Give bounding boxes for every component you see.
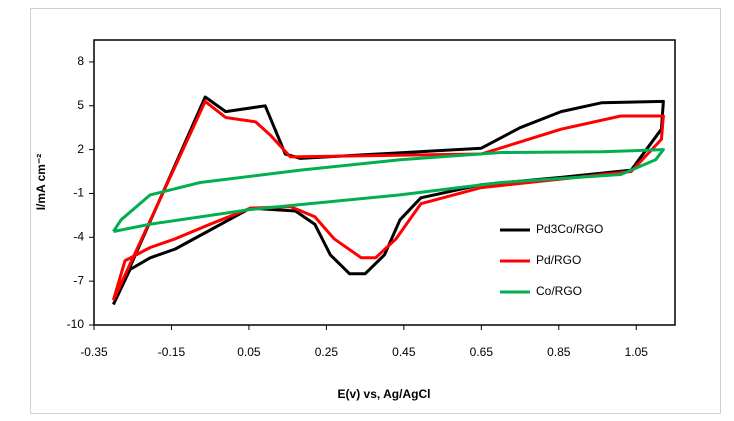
x-tick-label: 0.45 (392, 345, 416, 359)
x-tick-label: 0.65 (470, 345, 494, 359)
legend-label: Pd/RGO (536, 253, 581, 267)
y-tick-label: -7 (73, 273, 84, 287)
x-tick-label: 0.25 (315, 345, 339, 359)
legend-label: Pd3Co/RGO (536, 222, 603, 236)
x-tick-label: 0.85 (547, 345, 571, 359)
y-tick-label: -10 (67, 317, 85, 331)
plot-area (93, 39, 676, 326)
data-line (112, 148, 665, 233)
x-axis-label: E(v) vs, Ag/AgCl (338, 387, 431, 401)
y-tick-label: 8 (77, 54, 84, 68)
legend-label: Co/RGO (536, 284, 582, 298)
x-tick-label: -0.15 (158, 345, 186, 359)
x-tick-label: 0.05 (237, 345, 261, 359)
data-line (111, 99, 665, 301)
y-tick-label: -1 (73, 186, 84, 200)
y-axis-label: I/mA cm⁻² (34, 154, 48, 211)
x-tick-label: -0.35 (80, 345, 108, 359)
y-tick-label: 2 (77, 142, 84, 156)
y-tick-label: 5 (77, 98, 84, 112)
x-tick-label: 1.05 (625, 345, 649, 359)
y-tick-label: -4 (73, 229, 84, 243)
